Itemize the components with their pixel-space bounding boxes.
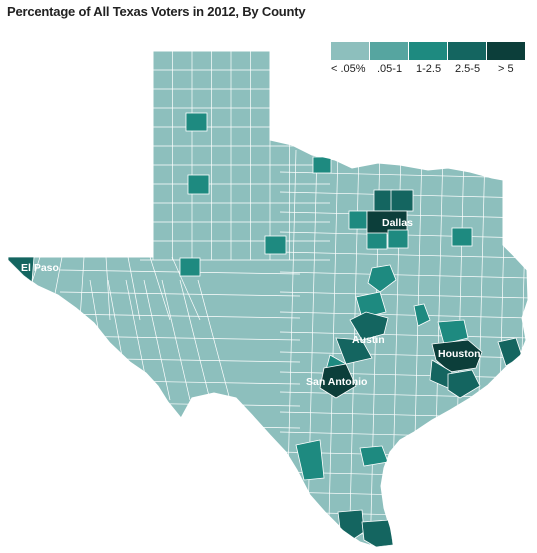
legend-swatch-bin-5: [487, 42, 525, 60]
county-border-line: [59, 291, 301, 297]
county-collin: [390, 189, 414, 212]
city-label-el-paso: El Paso: [21, 262, 59, 274]
county-williamson: [349, 311, 389, 341]
county-ellis: [387, 229, 409, 249]
county-border-line: [161, 279, 191, 401]
county-border-line: [279, 371, 528, 379]
county-border-line: [279, 271, 528, 279]
county-montgomery: [437, 319, 469, 345]
county-travis: [335, 337, 373, 365]
county-bexar: [319, 363, 357, 399]
county-panhandle-mid: [185, 112, 208, 132]
legend-label-bin-5: > 5: [498, 63, 514, 75]
county-border-line: [279, 351, 528, 359]
county-taylor: [264, 235, 287, 255]
map-title: Percentage of All Texas Voters in 2012, …: [7, 4, 306, 19]
county-border-line: [279, 291, 528, 299]
county-border-line: [279, 331, 528, 339]
county-border-line: [197, 279, 231, 401]
county-border-line: [327, 149, 339, 547]
city-label-dallas: Dallas: [382, 217, 413, 229]
legend-swatch-bin-4: [448, 42, 486, 60]
county-tarrant-west: [348, 210, 368, 230]
county-border-line: [143, 279, 171, 401]
county-border-line: [79, 256, 85, 321]
legend-swatch-bin-1: [331, 42, 369, 60]
city-label-san-antonio: San Antonio: [306, 376, 367, 388]
county-brazos: [413, 303, 431, 327]
highlighted-counties: [8, 112, 523, 547]
city-labels: Dallas El Paso Austin Houston San Antoni…: [21, 217, 481, 388]
county-border-line: [279, 531, 528, 539]
county-denton: [373, 189, 394, 212]
county-midland: [179, 257, 201, 277]
texas-state-fill: [7, 50, 529, 548]
legend-swatch-bin-3: [409, 42, 447, 60]
county-border-line: [171, 256, 201, 321]
county-border-line: [279, 311, 528, 319]
county-border-line: [179, 279, 211, 401]
city-label-austin: Austin: [352, 334, 385, 346]
legend-labels: < .05% .05-1 1-2.5 2.5-5 > 5: [331, 63, 526, 79]
county-johnson: [366, 232, 388, 250]
county-webb: [295, 439, 325, 481]
county-bell: [355, 291, 387, 319]
county-border-line: [127, 256, 141, 321]
county-lubbock: [187, 174, 210, 195]
legend: < .05% .05-1 1-2.5 2.5-5 > 5: [331, 42, 526, 79]
legend-label-bin-4: 2.5-5: [455, 63, 481, 75]
county-border-line: [149, 256, 171, 321]
county-cameron: [361, 519, 394, 547]
legend-label-bin-2: .05-1: [377, 63, 403, 75]
county-smith: [451, 227, 473, 247]
county-wichita: [312, 156, 332, 174]
legend-label-bin-3: 1-2.5: [416, 63, 442, 75]
county-border-line: [279, 511, 528, 519]
county-border-line: [105, 256, 111, 321]
legend-label-bin-1: < .05%: [331, 63, 366, 75]
legend-swatch-bin-2: [370, 42, 408, 60]
city-label-houston: Houston: [438, 348, 481, 360]
county-border-line: [306, 149, 318, 547]
county-border-line: [279, 251, 528, 259]
county-brazoria-galveston: [447, 369, 481, 399]
county-harris: [431, 339, 483, 373]
county-border-line: [59, 313, 301, 319]
county-mclennan: [367, 264, 397, 293]
legend-swatches: [331, 42, 526, 60]
